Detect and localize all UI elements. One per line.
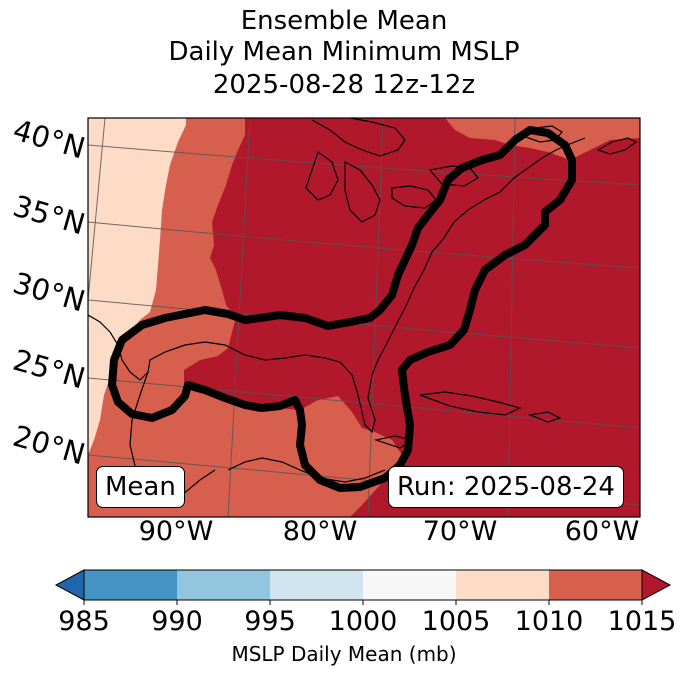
colorbar-ticks xyxy=(83,600,643,605)
run-date-annotation: Run: 2025-08-24 xyxy=(388,466,624,508)
lon-label-60w: 60°W xyxy=(564,516,640,547)
fill-1010-1015 xyxy=(88,118,402,517)
colorbar-bin-1000-1005 xyxy=(363,570,456,600)
colorbar-tick-1010: 1010 xyxy=(514,606,584,637)
lon-label-90w: 90°W xyxy=(138,516,214,547)
title-line-2: Daily Mean Minimum MSLP xyxy=(168,37,520,67)
colorbar-tick-990: 990 xyxy=(151,606,203,637)
coastlines xyxy=(88,118,638,501)
colorbar-bin-1005-1010 xyxy=(456,570,549,600)
colorbar-tick-995: 995 xyxy=(244,606,296,637)
colorbar-bin-1010-1015 xyxy=(549,570,642,600)
lon-label-80w: 80°W xyxy=(282,516,358,547)
colorbar-tick-1000: 1000 xyxy=(328,606,398,637)
fill-1010-1015-ne xyxy=(445,118,640,160)
mslp-contour-1015 xyxy=(108,126,576,492)
colorbar-tick-985: 985 xyxy=(58,606,110,637)
colorbar-label: MSLP Daily Mean (mb) xyxy=(231,642,457,666)
colorbar xyxy=(54,569,672,605)
colorbar-tick-1005: 1005 xyxy=(421,606,491,637)
colorbar-bin-990-995 xyxy=(177,570,270,600)
colorbar-extend-high xyxy=(641,569,672,601)
lon-label-70w: 70°W xyxy=(422,516,498,547)
colorbar-extend-low xyxy=(54,569,85,601)
title-line-1: Ensemble Mean xyxy=(240,6,448,36)
colorbar-bin-985-990 xyxy=(84,570,177,600)
map-frame xyxy=(87,117,641,518)
colorbar-tick-1015: 1015 xyxy=(607,606,677,637)
title-line-3: 2025-08-28 12z-12z xyxy=(212,70,476,100)
colorbar-bin-995-1000 xyxy=(270,570,363,600)
fill-1005-1010 xyxy=(88,118,186,455)
mean-annotation: Mean xyxy=(96,466,185,508)
map-panel xyxy=(88,118,640,517)
